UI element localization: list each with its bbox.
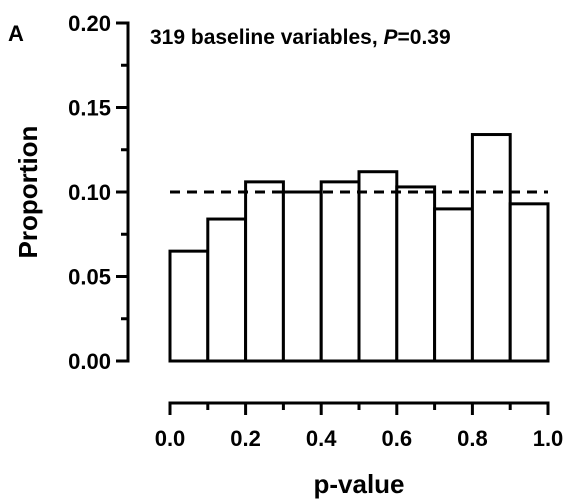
x-tick-label: 0.6: [382, 426, 413, 451]
chart-title: 319 baseline variables, P=0.39: [150, 26, 451, 49]
x-tick-label: 1.0: [533, 426, 564, 451]
title-stat: P: [383, 26, 398, 49]
histogram-bar: [281, 190, 323, 363]
histogram-bar: [319, 180, 361, 363]
y-tick-label: 0.05: [68, 265, 111, 290]
x-tick-label: 0.8: [457, 426, 488, 451]
histogram-bar: [470, 133, 512, 363]
y-tick-label: 0.00: [68, 349, 111, 374]
x-axis-label: p-value: [313, 469, 404, 499]
x-tick-label: 0.4: [306, 426, 337, 451]
y-tick-label: 0.20: [68, 11, 111, 36]
histogram-bar: [433, 207, 474, 363]
x-tick-label: 0.2: [230, 426, 261, 451]
histogram-bar: [206, 217, 248, 363]
histogram-bar: [168, 249, 210, 363]
histogram-bar: [395, 185, 437, 363]
bars-group: [168, 133, 550, 363]
histogram-bar: [508, 202, 550, 363]
y-tick-label: 0.15: [68, 96, 111, 121]
y-axis-label: Proportion: [13, 126, 43, 259]
panel-label: A: [8, 21, 24, 46]
title-value: =0.39: [398, 26, 451, 49]
title-prefix: 319 baseline variables,: [150, 26, 383, 49]
histogram-bar: [357, 170, 399, 363]
histogram-bar: [244, 180, 285, 363]
y-tick-label: 0.10: [68, 180, 111, 205]
x-axis: 0.0 0.2 0.4 0.6 0.8 1.0: [155, 401, 564, 451]
y-axis: 0.00 0.05 0.10 0.15 0.20: [68, 11, 130, 374]
x-tick-label: 0.0: [155, 426, 186, 451]
